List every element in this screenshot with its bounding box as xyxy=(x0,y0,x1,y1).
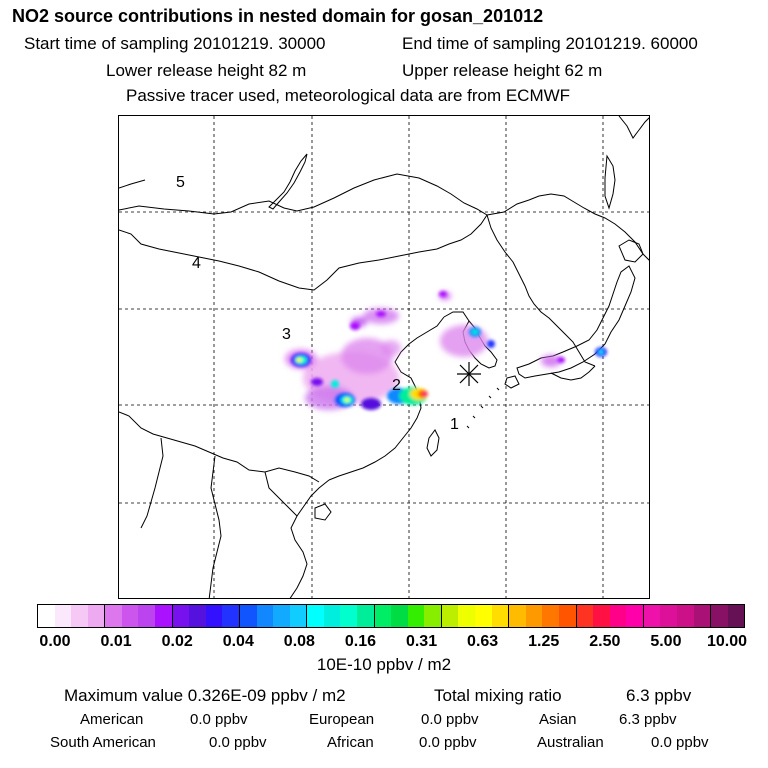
colorbar-swatch xyxy=(105,605,122,627)
colorbar-tick-label: 2.50 xyxy=(589,633,621,650)
colorbar-swatch xyxy=(374,605,392,627)
colorbar-swatch xyxy=(711,605,728,627)
colorbar-tick-label: 0.02 xyxy=(161,633,193,650)
start-time: Start time of sampling 20101219. 30000 xyxy=(24,34,326,53)
colorbar-swatch xyxy=(525,605,543,627)
concentration-field xyxy=(285,291,607,410)
colorbar-tick-label: 0.63 xyxy=(467,633,499,650)
lower-release-height: Lower release height 82 m xyxy=(106,61,307,80)
colorbar-swatch xyxy=(693,605,712,627)
figure-title: NO2 source contributions in nested domai… xyxy=(12,6,544,26)
colorbar-swatch xyxy=(626,605,644,627)
region-asian-name: Asian xyxy=(539,711,577,728)
colorbar-tick-label: 0.31 xyxy=(405,633,438,650)
colorbar-swatch xyxy=(38,605,55,627)
colorbar-swatch xyxy=(593,605,610,627)
colorbar-swatch xyxy=(407,605,425,627)
colorbar-swatch xyxy=(54,605,72,627)
colorbar xyxy=(37,604,745,628)
region-south-american-name: South American xyxy=(50,734,156,751)
region-label-5: 5 xyxy=(176,174,185,191)
region-label-2: 2 xyxy=(392,377,401,394)
region-australian-value: 0.0 ppbv xyxy=(651,734,709,751)
region-asian-value: 6.3 ppbv xyxy=(619,711,677,728)
colorbar-swatch xyxy=(491,605,510,627)
colorbar-swatch xyxy=(307,605,324,627)
colorbar-swatch xyxy=(273,605,290,627)
upper-release-height: Upper release height 62 m xyxy=(402,61,603,80)
region-australian-name: Australian xyxy=(537,734,604,751)
colorbar-swatch xyxy=(189,605,206,627)
colorbar-swatch xyxy=(727,605,745,627)
colorbar-swatch xyxy=(323,605,341,627)
colorbar-tick-label: 0.04 xyxy=(222,633,254,650)
region-american-name: American xyxy=(80,711,144,728)
region-european-value: 0.0 ppbv xyxy=(421,711,479,728)
colorbar-swatch xyxy=(475,605,492,627)
colorbar-swatch xyxy=(676,605,694,627)
region-african-value: 0.0 ppbv xyxy=(419,734,477,751)
region-label-3: 3 xyxy=(282,326,291,343)
colorbar-swatch xyxy=(660,605,677,627)
colorbar-swatch xyxy=(576,605,594,627)
map-canvas: 1 2 3 4 5 xyxy=(119,116,649,598)
colorbar-swatch xyxy=(558,605,577,627)
region-label-4: 4 xyxy=(192,255,201,272)
receptor-asterisk-icon xyxy=(457,362,481,386)
region-south-american-value: 0.0 ppbv xyxy=(209,734,267,751)
colorbar-swatch xyxy=(256,605,274,627)
colorbar-swatch xyxy=(71,605,88,627)
total-mixing-label: Total mixing ratio xyxy=(434,686,562,705)
colorbar-swatch xyxy=(289,605,308,627)
colorbar-swatch xyxy=(424,605,442,627)
maximum-value: Maximum value 0.326E-09 ppbv / m2 xyxy=(64,686,346,705)
end-time: End time of sampling 20101219. 60000 xyxy=(402,34,698,53)
colorbar-swatch xyxy=(239,605,257,627)
colorbar-swatch xyxy=(391,605,408,627)
colorbar-tick-label: 1.25 xyxy=(528,633,560,650)
map-panel: 1 2 3 4 5 xyxy=(118,115,650,599)
region-african-name: African xyxy=(327,734,374,751)
colorbar-swatch xyxy=(609,605,627,627)
region-label-1: 1 xyxy=(450,416,459,433)
colorbar-swatch xyxy=(441,605,459,627)
region-american-value: 0.0 ppbv xyxy=(190,711,248,728)
colorbar-swatch xyxy=(643,605,661,627)
colorbar-swatch xyxy=(458,605,476,627)
colorbar-tick-label: 0.08 xyxy=(283,633,315,650)
colorbar-swatch xyxy=(155,605,173,627)
tracer-note: Passive tracer used, meteorological data… xyxy=(126,86,571,105)
colorbar-swatch xyxy=(121,605,139,627)
colorbar-swatch xyxy=(172,605,190,627)
colorbar-tick-label: 0.01 xyxy=(100,633,132,650)
colorbar-tick-label: 0.00 xyxy=(39,633,71,650)
colorbar-unit: 10E-10 ppbv / m2 xyxy=(316,655,452,674)
region-european-name: European xyxy=(309,711,375,728)
colorbar-swatch xyxy=(340,605,357,627)
colorbar-swatch xyxy=(138,605,156,627)
colorbar-swatch xyxy=(542,605,559,627)
colorbar-tick-label: 0.16 xyxy=(344,633,377,650)
total-mixing-value: 6.3 ppbv xyxy=(626,686,692,705)
colorbar-tick-label: 5.00 xyxy=(650,633,682,650)
colorbar-swatch xyxy=(356,605,375,627)
colorbar-swatch xyxy=(205,605,223,627)
colorbar-tick-label: 10.00 xyxy=(706,633,748,650)
colorbar-swatch xyxy=(87,605,106,627)
colorbar-swatch xyxy=(509,605,526,627)
colorbar-swatch xyxy=(222,605,240,627)
